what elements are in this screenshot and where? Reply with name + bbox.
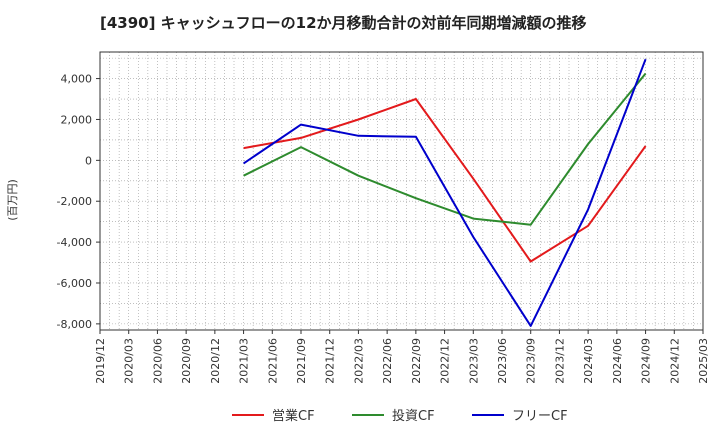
x-tick-label: 2022/12	[439, 338, 452, 384]
series-lines	[243, 58, 647, 327]
legend-label: 営業CF	[272, 408, 315, 424]
axes	[96, 51, 704, 334]
x-tick-label: 2023/06	[496, 338, 509, 384]
y-tick-label: -6,000	[57, 277, 92, 290]
x-tick-label: 2023/12	[553, 338, 566, 384]
x-tick-label: 2022/09	[410, 338, 423, 384]
x-tick-label: 2024/12	[668, 338, 681, 384]
x-tick-label: 2021/06	[266, 338, 279, 384]
x-tick-label: 2020/06	[151, 338, 164, 384]
y-tick-label: 4,000	[61, 73, 93, 86]
y-tick-label: -2,000	[57, 195, 92, 208]
y-tick-label: 2,000	[61, 113, 93, 126]
grid	[100, 52, 703, 330]
x-tick-label: 2023/03	[467, 338, 480, 384]
x-tick-label: 2022/06	[381, 338, 394, 384]
x-tick-label: 2021/03	[238, 338, 251, 384]
x-tick-label: 2019/12	[94, 338, 107, 384]
x-tick-label: 2024/09	[640, 338, 653, 384]
y-axis-label: (百万円)	[6, 179, 19, 221]
series-line	[243, 72, 647, 226]
y-tick-label: -8,000	[57, 318, 92, 331]
legend-label: フリーCF	[512, 409, 568, 424]
y-tick-label: 0	[85, 154, 92, 167]
x-tick-label: 2020/03	[123, 338, 136, 384]
chart-title: [4390] キャッシュフローの12か月移動合計の対前年同期増減額の推移	[100, 14, 587, 32]
series-line	[243, 98, 647, 263]
x-tick-label: 2022/03	[352, 338, 365, 384]
x-tick-label: 2020/12	[209, 338, 222, 384]
tick-labels: 4,000 2,000 0 -2,000 -4,000 -6,000 -8,0002019/…	[57, 73, 710, 384]
x-tick-label: 2020/09	[180, 338, 193, 384]
plot-frame	[99, 51, 704, 331]
legend-label: 投資CF	[392, 408, 435, 424]
legend: 営業CF 投資CF フリーCF	[232, 408, 568, 424]
x-tick-label: 2025/03	[697, 338, 710, 384]
x-tick-label: 2023/09	[525, 338, 538, 384]
y-tick-label: -4,000	[57, 236, 92, 249]
x-tick-label: 2021/09	[295, 338, 308, 384]
series-line	[243, 58, 647, 327]
x-tick-label: 2024/03	[582, 338, 595, 384]
x-tick-label: 2021/12	[324, 338, 337, 384]
x-tick-label: 2024/06	[611, 338, 624, 384]
